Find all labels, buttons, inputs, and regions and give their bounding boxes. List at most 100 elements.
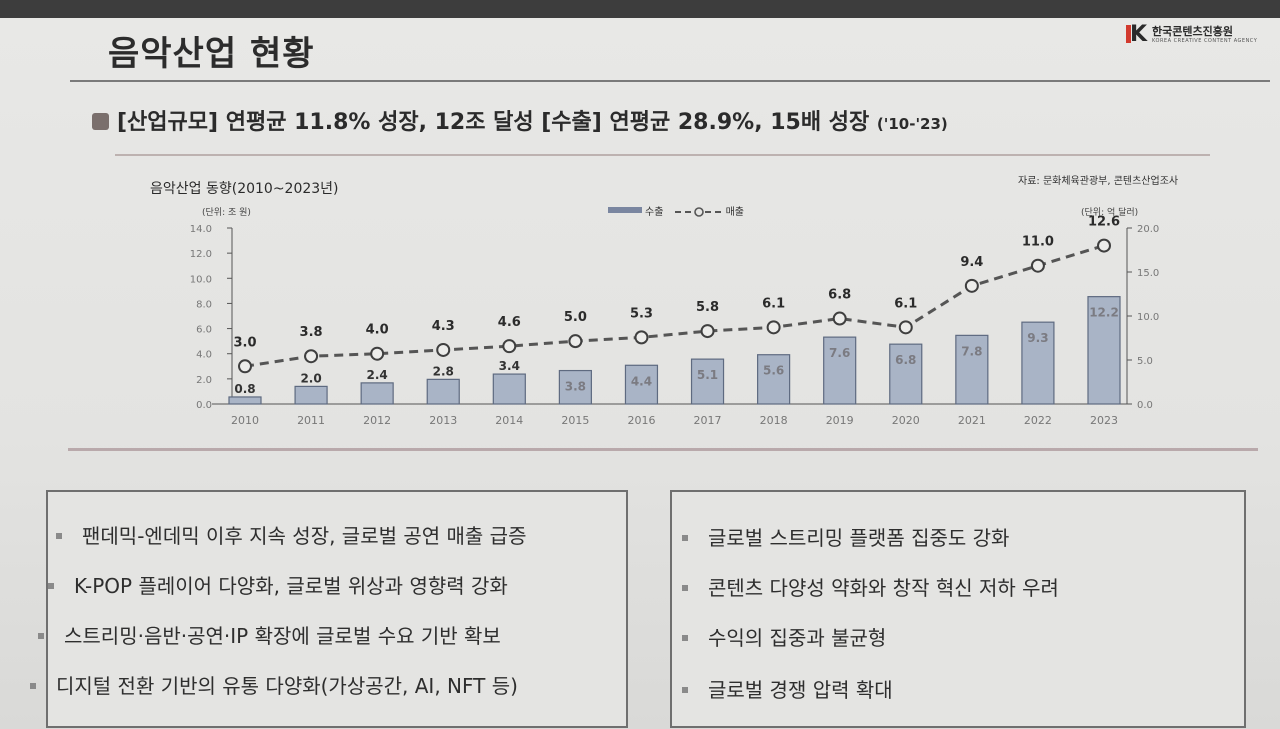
sales-point — [898, 320, 913, 335]
sales-point — [766, 320, 781, 335]
bullet-square-icon — [48, 583, 54, 589]
bullet-square-icon — [682, 687, 688, 693]
export-bar — [360, 382, 394, 405]
sales-point-label: 9.4 — [960, 255, 983, 270]
headline-divider — [115, 154, 1210, 156]
left-box-item-text: 디지털 전환 기반의 유통 다양화(가상공간, AI, NFT 등) — [56, 674, 518, 698]
export-bar-label: 12.2 — [1089, 306, 1119, 320]
legend-bar-swatch — [608, 207, 642, 213]
sales-line — [244, 244, 1105, 368]
left-tick-label: 2.0 — [196, 375, 212, 386]
sales-point-label: 3.0 — [233, 335, 256, 350]
title-divider — [70, 80, 1270, 82]
x-tick-label: 2020 — [892, 414, 920, 427]
export-bar-label: 9.3 — [1027, 331, 1048, 345]
export-bar — [955, 334, 989, 405]
sales-point-label: 4.6 — [498, 315, 521, 330]
sales-point — [304, 349, 319, 364]
chart-title: 음악산업 동향(2010~2023년) — [150, 181, 339, 197]
left-tick-label: 0.0 — [196, 400, 212, 411]
export-bar — [823, 336, 857, 405]
export-bar-label: 2.8 — [433, 364, 454, 378]
right-tick-label: 15.0 — [1137, 268, 1159, 279]
sales-point — [568, 334, 583, 349]
bullet-square-icon — [38, 633, 44, 639]
bullet-square-icon — [682, 585, 688, 591]
right-box-item: 글로벌 경쟁 압력 확대 — [682, 674, 893, 703]
right-tick-label: 20.0 — [1137, 224, 1159, 235]
x-tick-label: 2019 — [826, 414, 854, 427]
sales-point — [1030, 258, 1045, 273]
chart-divider — [68, 448, 1258, 451]
left-tick-label: 4.0 — [196, 350, 212, 361]
export-bar-label: 3.4 — [499, 359, 520, 373]
bullet-square-icon — [682, 535, 688, 541]
logo-name: 한국콘텐츠진흥원 — [1152, 25, 1233, 38]
export-bar-label: 6.8 — [895, 353, 916, 367]
export-bar-label: 3.8 — [565, 380, 586, 394]
left-box-item-text: 스트리밍·음반·공연·IP 확장에 글로벌 수요 기반 확보 — [64, 624, 501, 648]
export-bar — [889, 343, 923, 405]
left-box-item: 디지털 전환 기반의 유통 다양화(가상공간, AI, NFT 등) — [30, 670, 518, 699]
left-tick-label: 12.0 — [190, 249, 212, 260]
headline-bullet-icon — [92, 113, 109, 130]
sales-point — [832, 311, 847, 326]
x-tick-label: 2010 — [231, 414, 259, 427]
right-box-item-text: 글로벌 경쟁 압력 확대 — [708, 678, 893, 702]
export-bar — [1021, 321, 1055, 405]
export-bar-label: 7.8 — [961, 344, 982, 358]
logo-subtitle: KOREA CREATIVE CONTENT AGENCY — [1152, 38, 1258, 44]
x-tick-label: 2013 — [429, 414, 457, 427]
left-summary-box: 팬데믹-엔데믹 이후 지속 성장, 글로벌 공연 매출 급증 K-POP 플레이어… — [30, 490, 628, 728]
sales-point-label: 12.6 — [1088, 215, 1120, 230]
legend-line-swatch — [674, 207, 723, 217]
export-bar-label: 2.0 — [300, 371, 321, 385]
headline-period: ('10-'23) — [876, 115, 948, 133]
sales-point-label: 5.3 — [630, 306, 653, 321]
export-bar — [558, 369, 592, 405]
x-tick-label: 2015 — [561, 414, 589, 427]
sales-point-label: 6.1 — [894, 296, 917, 311]
export-bar — [228, 396, 262, 405]
x-tick-label: 2018 — [760, 414, 788, 427]
export-bar — [1087, 296, 1121, 405]
right-box-item: 콘텐츠 다양성 약화와 창작 혁신 저하 우려 — [682, 572, 1059, 601]
x-tick-label: 2021 — [958, 414, 986, 427]
export-bar — [624, 364, 659, 405]
left-box-item-text: K-POP 플레이어 다양화, 글로벌 위상과 영향력 강화 — [74, 574, 508, 598]
sales-point — [700, 324, 715, 339]
sales-point-label: 5.8 — [696, 300, 719, 315]
left-box-item: 스트리밍·음반·공연·IP 확장에 글로벌 수요 기반 확보 — [38, 620, 501, 649]
x-tick-label: 2016 — [627, 414, 655, 427]
x-tick-label: 2022 — [1024, 414, 1052, 427]
x-tick-label: 2012 — [363, 414, 391, 427]
left-tick-label: 6.0 — [196, 325, 212, 336]
sales-point-label: 3.8 — [300, 325, 323, 340]
left-tick-label: 10.0 — [190, 274, 212, 285]
top-bar — [0, 0, 1280, 18]
right-tick-label: 0.0 — [1137, 400, 1153, 411]
sales-point — [1097, 238, 1111, 253]
right-tick-label: 10.0 — [1137, 312, 1159, 323]
logo-k-icon: K — [1126, 22, 1147, 47]
right-box-item: 글로벌 스트리밍 플랫폼 집중도 강화 — [682, 522, 1009, 551]
sales-point — [370, 346, 385, 361]
sales-point — [502, 339, 517, 354]
export-bar — [294, 385, 328, 405]
right-tick-label: 5.0 — [1137, 356, 1153, 367]
left-tick-label: 8.0 — [196, 299, 212, 310]
export-bar — [690, 358, 725, 405]
x-tick-label: 2011 — [297, 414, 325, 427]
chart-legend: 수출 매출 — [608, 203, 744, 218]
chart-source: 자료: 문화체육관광부, 콘텐츠산업조사 — [1018, 176, 1179, 187]
bullet-square-icon — [56, 533, 62, 539]
export-bar-label: 7.6 — [829, 346, 850, 360]
export-bar-label: 2.4 — [367, 368, 388, 382]
export-bar-label: 0.8 — [234, 382, 255, 396]
left-axis-unit: (단위: 조 원) — [202, 208, 251, 218]
right-axis-unit: (단위: 억 달러) — [1081, 208, 1139, 218]
page-title: 음악산업 현황 — [108, 34, 315, 74]
sales-point — [238, 359, 252, 374]
export-bar-label: 4.4 — [631, 374, 652, 388]
